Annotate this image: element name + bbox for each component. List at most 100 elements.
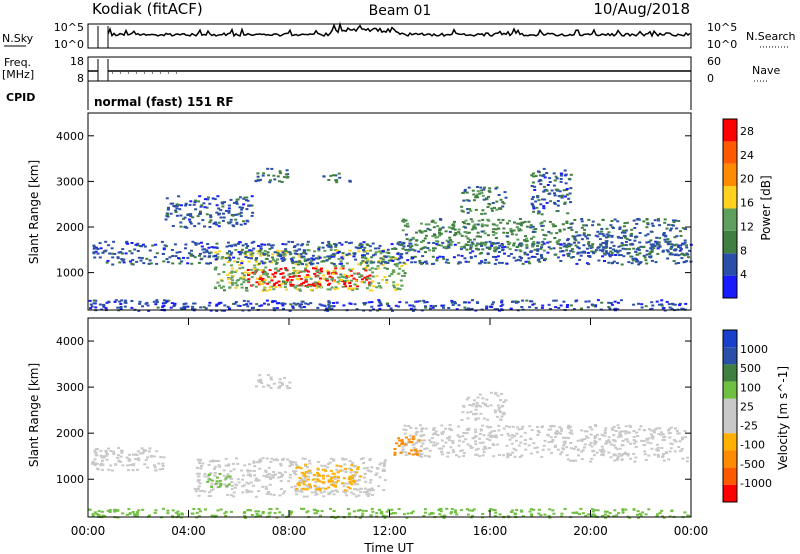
- power-cell: [644, 259, 648, 262]
- power-cell: [495, 208, 499, 211]
- velocity-colorbar-cells: [722, 329, 738, 503]
- velocity-cell: [316, 474, 320, 477]
- power-cell: [553, 179, 557, 182]
- power-cell: [471, 299, 474, 302]
- velocity-cell: [224, 464, 228, 467]
- power-cell: [252, 247, 256, 250]
- power-cell: [607, 231, 611, 234]
- velocity-cell: [428, 439, 432, 442]
- power-cell: [636, 253, 640, 256]
- velocity-colorbar-tick-label: -1000: [740, 477, 772, 490]
- velocity-cell: [258, 374, 262, 377]
- power-cell: [525, 237, 529, 240]
- power-cell: [259, 262, 263, 265]
- power-cell: [254, 179, 258, 182]
- power-cell: [275, 307, 279, 310]
- power-cell: [285, 176, 289, 179]
- power-cell: [519, 222, 522, 225]
- power-cell: [462, 245, 466, 248]
- power-cell: [483, 232, 487, 235]
- power-cell: [284, 243, 288, 246]
- power-cell: [586, 233, 590, 236]
- power-cell: [209, 214, 213, 217]
- power-cell: [207, 246, 211, 249]
- power-cell: [374, 251, 378, 254]
- power-cell: [296, 272, 300, 275]
- velocity-cell: [499, 418, 503, 421]
- power-cell: [164, 218, 168, 221]
- power-cell: [175, 251, 179, 254]
- velocity-cell: [482, 451, 486, 454]
- power-cell: [532, 228, 536, 231]
- power-cell: [601, 248, 605, 251]
- power-cell: [574, 239, 578, 242]
- power-cell: [263, 287, 266, 290]
- power-cell: [332, 271, 336, 274]
- velocity-cell: [422, 434, 426, 437]
- velocity-cell: [679, 450, 682, 453]
- power-cell: [149, 262, 153, 265]
- power-cell: [184, 247, 187, 250]
- power-cell: [565, 306, 569, 308]
- power-cell: [276, 270, 280, 273]
- power-cell: [179, 214, 183, 217]
- velocity-cell: [660, 446, 664, 449]
- velocity-cell: [457, 444, 461, 447]
- velocity-cell: [424, 427, 428, 430]
- power-cell: [463, 188, 467, 191]
- power-cell: [120, 258, 124, 261]
- power-cell: [353, 303, 357, 306]
- velocity-cell: [615, 458, 619, 461]
- velocity-cell: [554, 432, 558, 435]
- power-cell: [200, 245, 204, 248]
- power-cell: [271, 253, 275, 256]
- power-cell: [268, 286, 272, 289]
- power-cell: [529, 226, 533, 229]
- power-cell: [478, 243, 482, 246]
- power-cell: [598, 232, 602, 235]
- power-cell: [312, 282, 316, 285]
- velocity-cell: [628, 424, 632, 427]
- velocity-cell: [493, 409, 497, 412]
- power-cell: [426, 227, 430, 230]
- velocity-cell: [547, 515, 551, 517]
- power-cell: [562, 254, 566, 257]
- velocity-cell: [211, 479, 215, 482]
- power-cell: [611, 261, 614, 264]
- power-cell: [325, 307, 329, 310]
- power-cell: [540, 246, 544, 249]
- velocity-cell: [485, 398, 489, 401]
- power-cell: [624, 248, 628, 251]
- velocity-cell: [403, 432, 407, 435]
- power-cell: [345, 253, 349, 256]
- power-cell: [450, 240, 454, 243]
- power-cell: [297, 260, 301, 263]
- power-cell: [496, 242, 500, 244]
- velocity-cell: [406, 512, 410, 515]
- power-cell: [515, 226, 519, 229]
- power-cell: [467, 199, 471, 202]
- power-cell: [667, 303, 671, 306]
- velocity-cell: [316, 486, 319, 489]
- velocity-cell: [198, 510, 202, 513]
- velocity-cell: [264, 485, 268, 488]
- velocity-cell: [368, 459, 372, 462]
- power-cell: [250, 276, 254, 279]
- power-cell: [327, 283, 330, 286]
- velocity-cell: [369, 470, 373, 473]
- velocity-cell: [381, 470, 385, 472]
- velocity-cell: [448, 435, 452, 438]
- power-cell: [138, 302, 142, 305]
- velocity-cell: [530, 514, 534, 517]
- power-cell: [271, 273, 275, 276]
- power-cell: [649, 230, 653, 233]
- power-cell: [297, 263, 301, 266]
- velocity-cell: [247, 482, 251, 485]
- velocity-cell: [237, 481, 241, 484]
- velocity-cell: [330, 490, 334, 493]
- velocity-cell: [488, 447, 492, 449]
- velocity-cell: [290, 510, 294, 513]
- power-cell: [258, 280, 262, 283]
- velocity-colorbar-label: Velocity [m s^-1]: [776, 366, 790, 470]
